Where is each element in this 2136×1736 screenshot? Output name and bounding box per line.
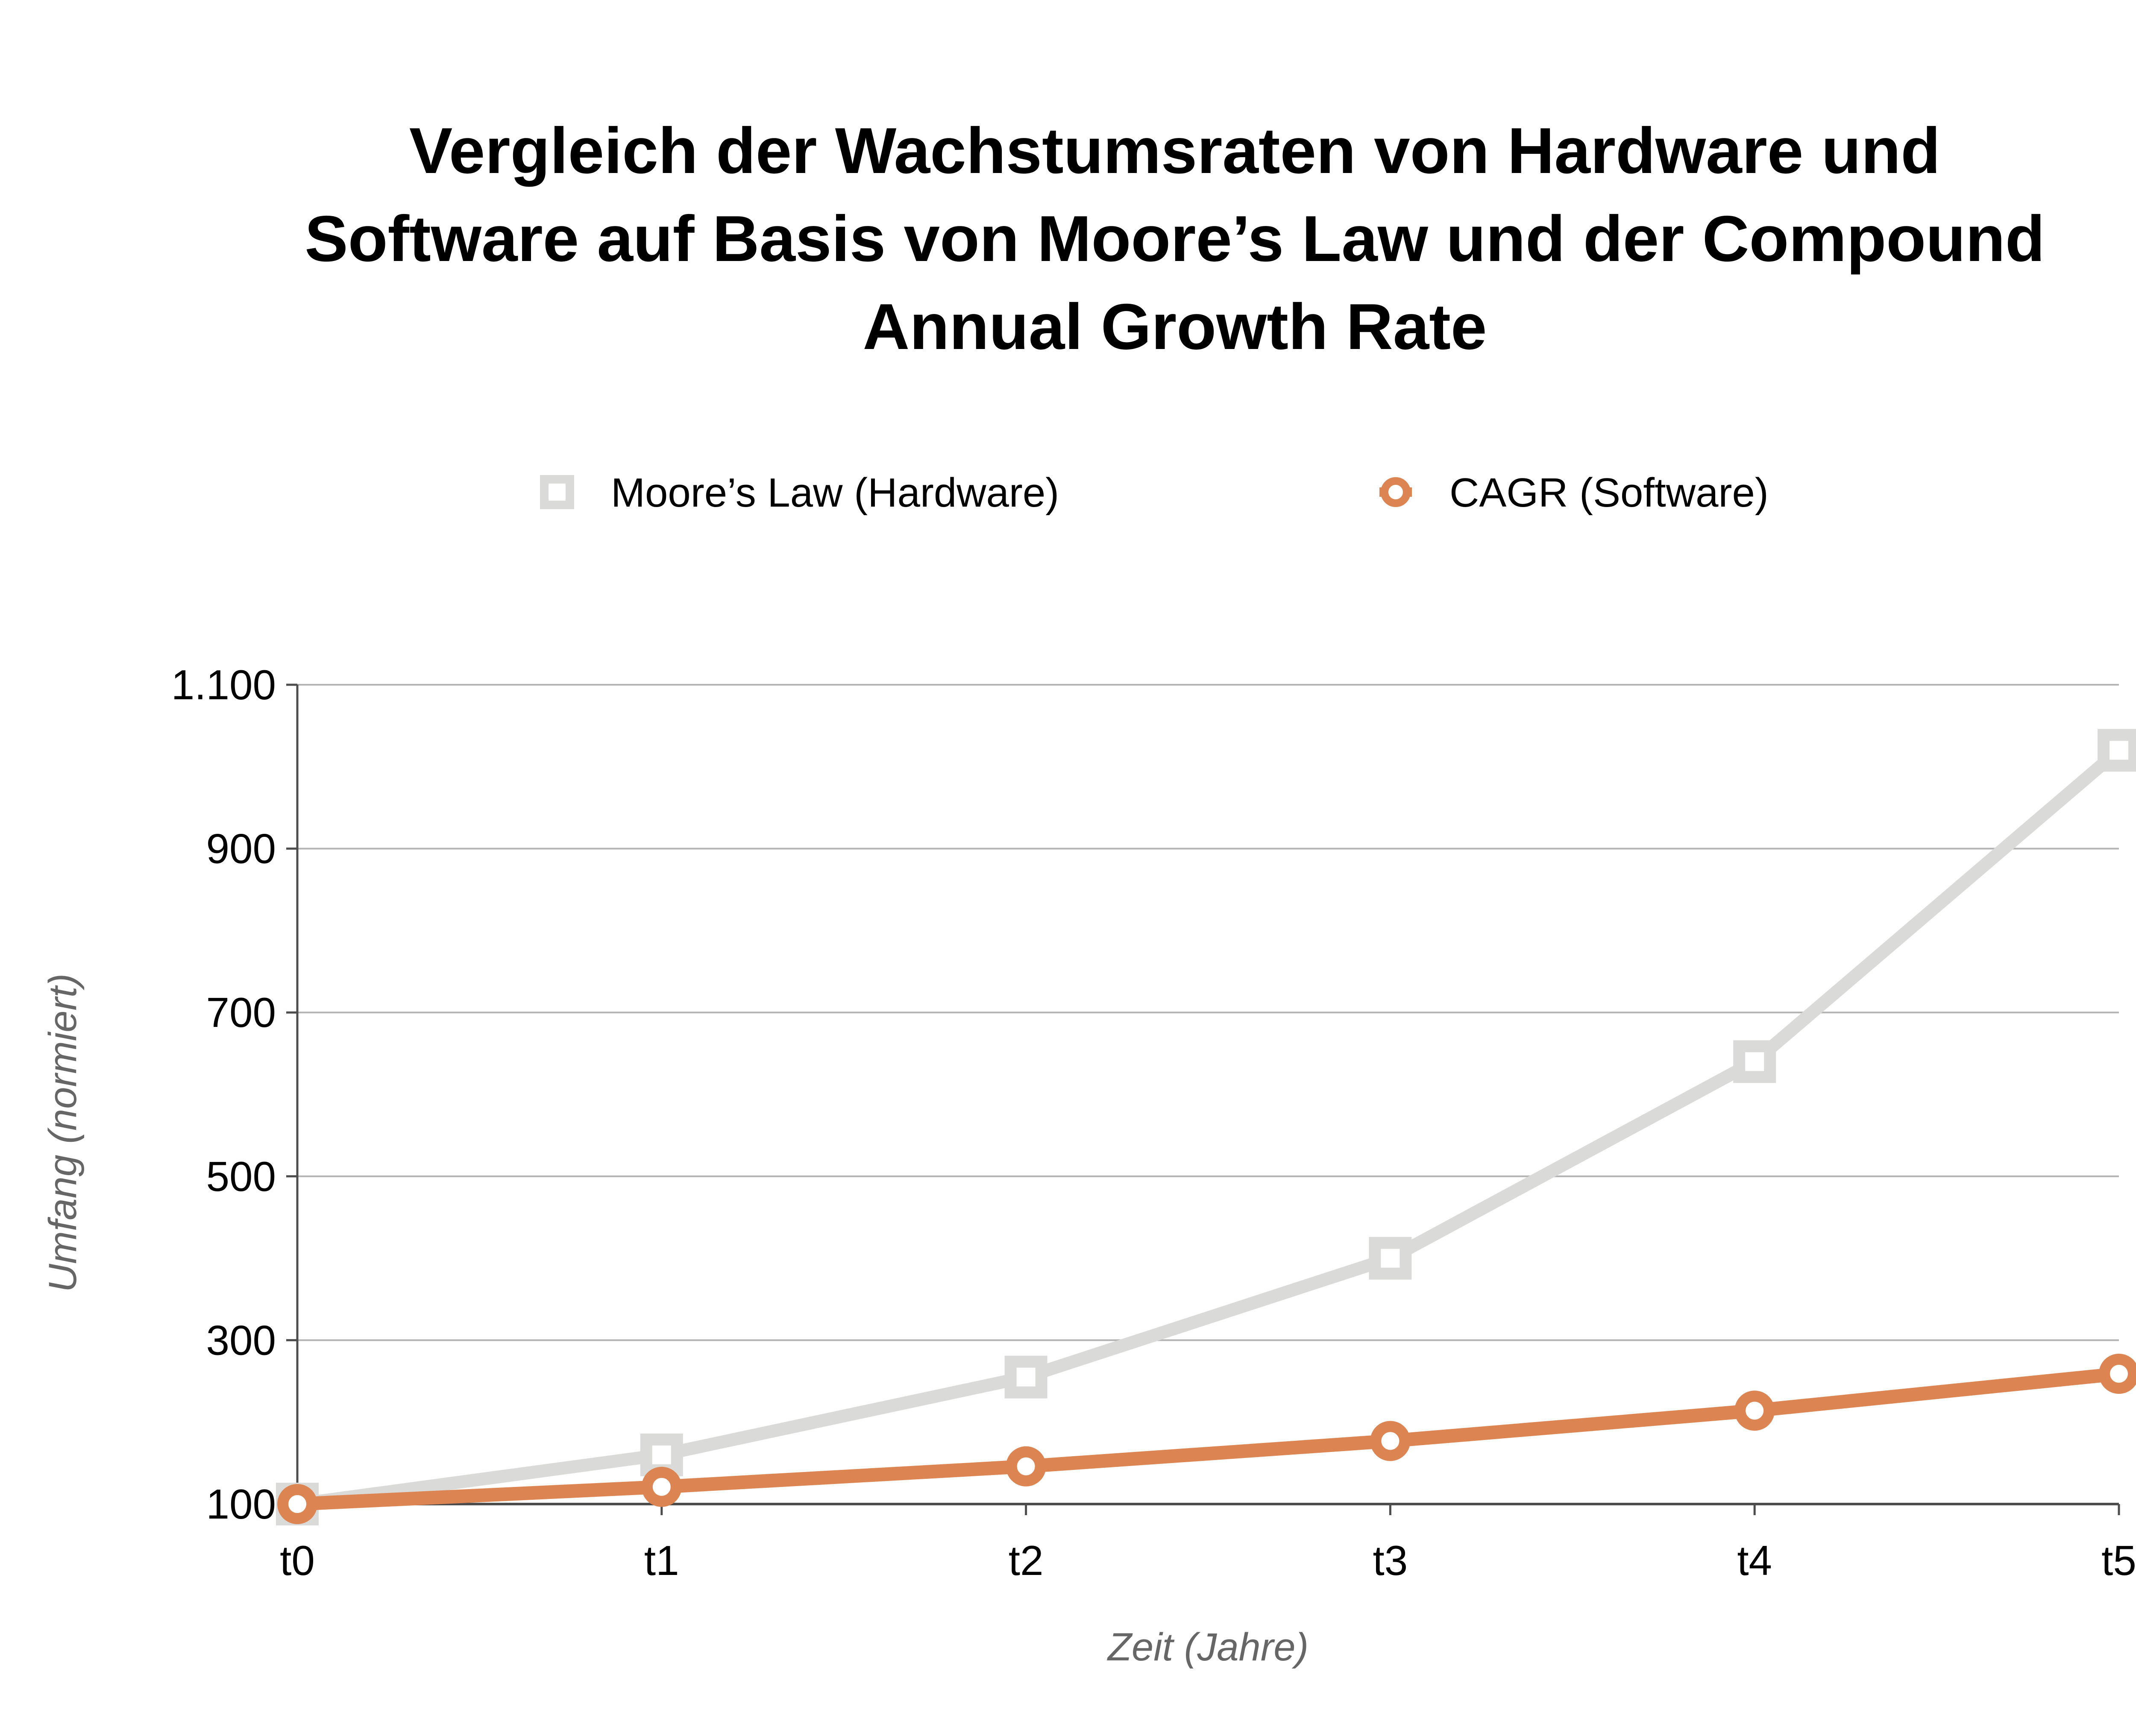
- y-tick-label: 300: [206, 1317, 276, 1364]
- data-point-hardware: [640, 1433, 683, 1476]
- chart-title: Vergleich der Wachstumsraten von Hardwar…: [171, 107, 2136, 371]
- legend-label-hardware: Moore’s Law (Hardware): [611, 470, 1059, 516]
- data-point-hardware: [1004, 1355, 1047, 1399]
- series-line-hardware: [291, 744, 2125, 1510]
- chart-title-line-3: Annual Growth Rate: [863, 290, 1487, 363]
- legend-square-marker: [540, 475, 574, 509]
- x-tick-label: t3: [1373, 1537, 1408, 1584]
- data-point-software: [1734, 1390, 1775, 1431]
- data-point-hardware: [2098, 729, 2136, 772]
- x-axis-title: Zeit (Jahre): [1107, 1625, 1309, 1669]
- series-line-software: [290, 1367, 2126, 1511]
- chart-title-line-1: Vergleich der Wachstumsraten von Hardwar…: [409, 114, 1941, 187]
- legend-label-software: CAGR (Software): [1449, 470, 1769, 516]
- series-group: [276, 729, 2136, 1525]
- x-tick-label: t5: [2101, 1537, 2136, 1584]
- data-point-software: [277, 1484, 317, 1524]
- grid-lines: [297, 684, 2119, 1341]
- data-point-hardware: [1369, 1237, 1412, 1280]
- x-tick-label: t1: [644, 1537, 679, 1584]
- y-tick-label: 100: [206, 1481, 276, 1528]
- data-point-hardware: [1733, 1040, 1776, 1083]
- axis-labels: 100 300 500 700 900 1.100 t0 t1 t2 t3 t4 t5 Zeit (Ja…: [41, 661, 2136, 1669]
- chart-title-line-2: Software auf Basis von Moore’s Law und d…: [305, 202, 2045, 275]
- data-point-software: [641, 1466, 682, 1507]
- data-point-software: [2099, 1354, 2136, 1394]
- y-tick-label: 500: [206, 1153, 276, 1200]
- x-tick-label: t2: [1009, 1537, 1044, 1584]
- data-point-software: [1006, 1446, 1046, 1487]
- data-point-software: [1370, 1421, 1411, 1461]
- legend: Moore’s Law (Hardware) CAGR (Software): [540, 470, 1769, 516]
- y-tick-label: 900: [206, 825, 276, 872]
- y-tick-label: 1.100: [171, 661, 276, 708]
- y-tick-label: 700: [206, 989, 276, 1036]
- axes: [286, 683, 2120, 1515]
- y-axis-title: Umfang (normiert): [41, 974, 85, 1292]
- x-tick-label: t4: [1737, 1537, 1772, 1584]
- legend-circle-marker: [1381, 477, 1411, 507]
- x-tick-label: t0: [280, 1537, 315, 1584]
